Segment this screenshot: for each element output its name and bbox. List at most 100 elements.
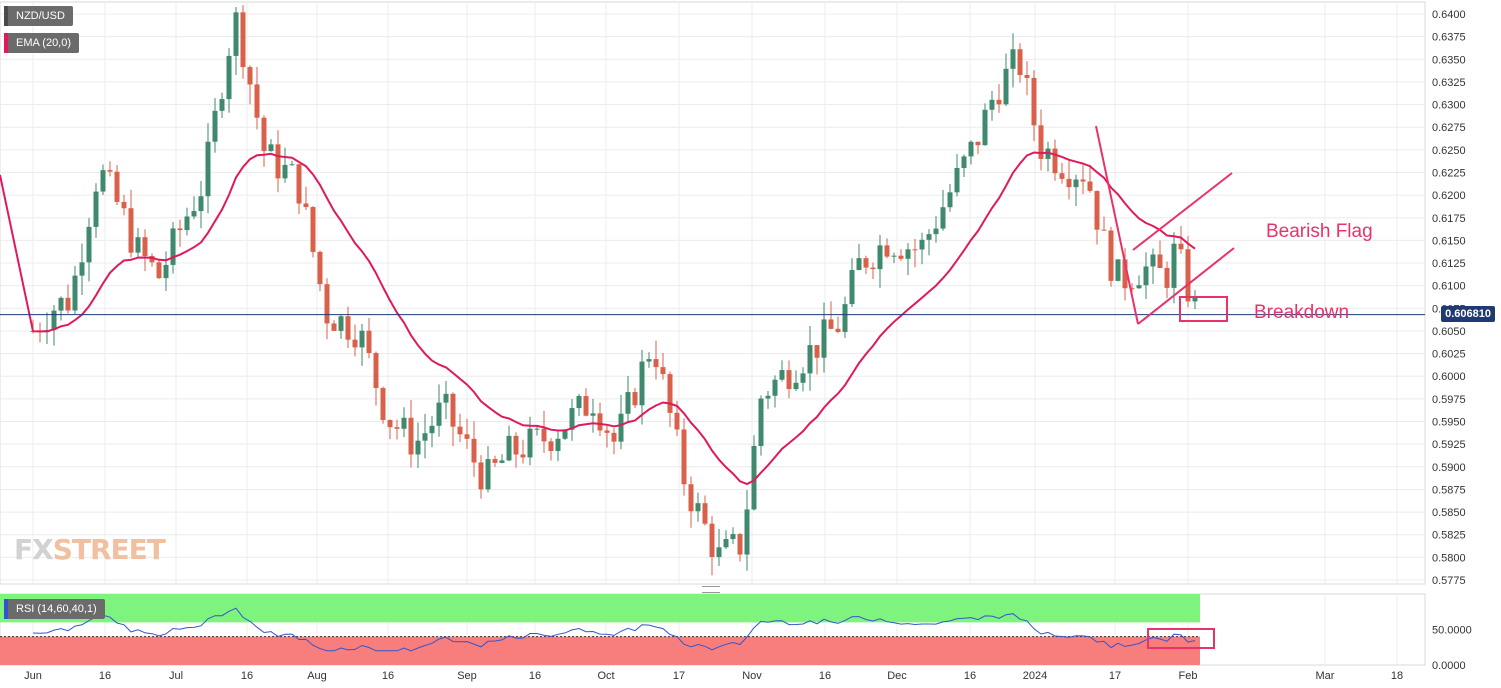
candle-body xyxy=(212,110,218,142)
x-tick-label: Aug xyxy=(307,670,327,682)
y-tick-label: 0.5900 xyxy=(1432,462,1466,474)
candle-body xyxy=(184,216,190,231)
y-tick-label: 0.5950 xyxy=(1432,417,1466,429)
x-tick-label: Oct xyxy=(597,670,614,682)
ema-line xyxy=(0,151,1196,486)
candle-body xyxy=(198,196,204,212)
candle-body xyxy=(513,435,519,455)
candle-body xyxy=(758,398,764,447)
y-tick-label: 0.6275 xyxy=(1432,122,1466,134)
candle-body xyxy=(597,413,603,431)
candle-body xyxy=(282,164,288,179)
x-tick-label: 16 xyxy=(241,670,253,682)
candle-body xyxy=(296,164,302,204)
candle-body xyxy=(366,330,372,353)
logo-street: STREET xyxy=(52,533,166,566)
candle-body xyxy=(618,413,624,442)
candle-body xyxy=(289,164,295,166)
panel-resize-handle[interactable] xyxy=(702,586,720,593)
candle-body xyxy=(842,304,848,332)
x-tick-label: 16 xyxy=(529,670,541,682)
candle-body xyxy=(919,239,925,250)
candle-body xyxy=(947,192,953,208)
flag-upper-line xyxy=(1132,172,1233,251)
candle-body xyxy=(275,144,281,179)
bearish-flag-annotation: Bearish Flag xyxy=(1266,221,1373,242)
candle-body xyxy=(562,429,568,439)
candle-body xyxy=(569,408,575,430)
candle-body xyxy=(1080,179,1086,182)
candle-body xyxy=(429,425,435,434)
candle-body xyxy=(961,156,967,168)
rsi-tag: RSI (14,60,40,1) xyxy=(4,599,105,619)
candle-body xyxy=(436,402,442,426)
candle-body xyxy=(527,428,533,458)
price-panel xyxy=(0,1,1426,585)
breakdown-annotation: Breakdown xyxy=(1254,302,1350,323)
candle-body xyxy=(254,84,260,118)
candle-body xyxy=(870,267,876,270)
candle-body xyxy=(1010,49,1016,69)
candle-body xyxy=(338,316,344,331)
candle-body xyxy=(541,428,547,442)
candle-body xyxy=(352,339,358,348)
candle-body xyxy=(170,228,176,265)
y-tick-label: 0.6200 xyxy=(1432,190,1466,202)
ema-tag: EMA (20,0) xyxy=(4,33,80,53)
rsi-upper-band xyxy=(0,594,1200,623)
y-tick-label: 0.6050 xyxy=(1432,326,1466,338)
candle-body xyxy=(1122,259,1128,289)
fxstreet-logo: FXSTREET xyxy=(14,533,166,566)
x-tick-label: 18 xyxy=(1391,670,1403,682)
candle-body xyxy=(975,141,981,146)
candle-body xyxy=(632,392,638,406)
candle-body xyxy=(506,435,512,461)
y-tick-label: 0.5925 xyxy=(1432,439,1466,451)
candle-body xyxy=(1164,267,1170,288)
rsi-tick-label: 50.0000 xyxy=(1432,625,1472,637)
candle-body xyxy=(478,462,484,490)
candle-body xyxy=(576,396,582,409)
symbol-tag-label: NZD/USD xyxy=(16,10,65,22)
y-tick-label: 0.6325 xyxy=(1432,77,1466,89)
candle-body xyxy=(240,12,246,68)
y-tick-label: 0.6250 xyxy=(1432,145,1466,157)
candle-body xyxy=(1059,173,1065,179)
candle-body xyxy=(814,345,820,358)
candle-body xyxy=(681,429,687,485)
candle-body xyxy=(1038,125,1044,159)
candle-body xyxy=(1045,148,1051,159)
candle-body xyxy=(590,413,596,416)
candle-body xyxy=(954,167,960,193)
rsi-tag-label: RSI (14,60,40,1) xyxy=(16,603,97,615)
candle-body xyxy=(1171,243,1177,288)
candle-body xyxy=(898,255,904,259)
candle-body xyxy=(639,361,645,406)
candle-body xyxy=(667,374,673,413)
y-tick-label: 0.6350 xyxy=(1432,54,1466,66)
rsi-tick-label: 0.0000 xyxy=(1432,660,1466,672)
candle-body xyxy=(443,393,449,403)
candle-body xyxy=(1094,190,1100,230)
candle-body xyxy=(905,249,911,259)
candle-body xyxy=(828,319,834,329)
candle-body xyxy=(996,99,1002,105)
candle-body xyxy=(247,67,253,85)
candle-body xyxy=(163,264,169,279)
candle-body xyxy=(772,379,778,396)
candle-body xyxy=(660,367,666,375)
candle-body xyxy=(1108,230,1114,281)
candle-body xyxy=(1066,178,1072,188)
candle-body xyxy=(1101,229,1107,231)
symbol-tag-bar xyxy=(4,6,8,26)
y-tick-label: 0.5875 xyxy=(1432,484,1466,496)
candle-body xyxy=(611,432,617,442)
candle-body xyxy=(863,258,869,268)
candle-body xyxy=(779,370,785,380)
y-tick-label: 0.6300 xyxy=(1432,100,1466,112)
candle-body xyxy=(128,208,134,253)
candle-body xyxy=(1157,254,1163,268)
candle-body xyxy=(380,388,386,420)
candle-body xyxy=(464,434,470,439)
